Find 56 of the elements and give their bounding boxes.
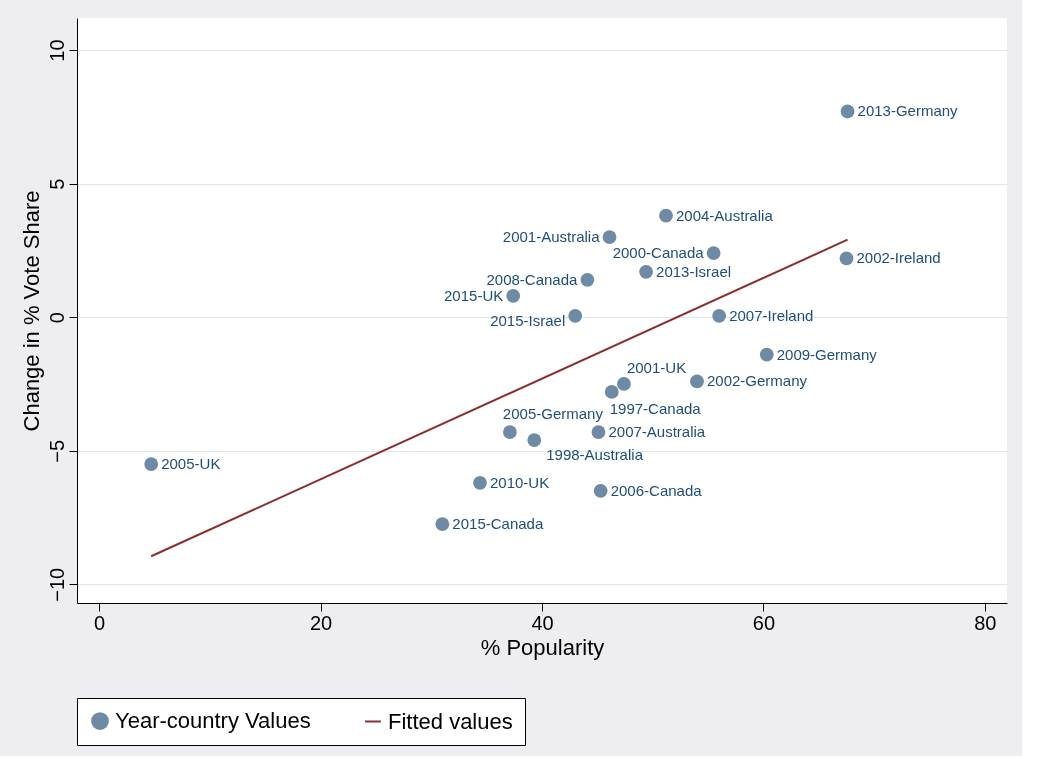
x-tick-label: 40 [531, 611, 554, 634]
annotation: 2002-Germany [707, 372, 808, 390]
annotation: 2010-UK [490, 473, 550, 491]
point [706, 246, 721, 260]
annotation: 2008-Canada [486, 270, 579, 288]
y-tick-label: −10 [45, 567, 68, 602]
x-tick-label: 60 [752, 611, 776, 634]
point [659, 208, 673, 223]
annotation: 2005-UK [161, 455, 221, 473]
point [712, 308, 727, 323]
point [690, 374, 704, 389]
annotation: 2004-Australia [676, 206, 774, 224]
legend-label: Year-country Values [115, 708, 311, 734]
annotation: 1997-Canada [609, 399, 702, 417]
point [591, 425, 606, 439]
point [593, 483, 608, 498]
annotation: 2007-Ireland [729, 306, 814, 324]
y-tick-label: −5 [45, 439, 68, 463]
annotation: 2006-Canada [610, 481, 703, 499]
y-tick-label: 10 [45, 39, 68, 62]
x-tick-label: 80 [974, 611, 997, 634]
y-tick-label: 5 [45, 178, 68, 190]
x-tick-label: 20 [309, 611, 333, 634]
annotation: 2007-Australia [608, 423, 706, 441]
annotation: 2001-UK [626, 358, 687, 376]
legend-label: Fitted values [388, 708, 513, 734]
point [840, 104, 855, 119]
annotation: 2013-Germany [857, 102, 959, 120]
point [144, 457, 159, 471]
point [503, 425, 517, 439]
point [639, 264, 653, 279]
annotation: 2013-Israel [656, 262, 732, 280]
annotation: 2015-UK [444, 286, 504, 304]
x-axis-title: % Popularity [480, 634, 605, 660]
point [568, 308, 583, 323]
y-axis-title: Change in % Vote Share [18, 190, 44, 432]
point [527, 433, 542, 447]
point [580, 272, 595, 287]
annotation: 2005-Germany [502, 405, 604, 423]
annotation: 2001-Australia [502, 228, 601, 246]
x-tick-label: 0 [94, 611, 106, 634]
annotation: 2015-Israel [490, 311, 566, 329]
y-tick-label: 0 [45, 312, 68, 324]
point [473, 475, 487, 490]
annotation: 2009-Germany [776, 345, 878, 363]
annotation: 2000-Canada [612, 244, 705, 262]
point [839, 251, 854, 266]
annotation: 2015-Canada [452, 515, 544, 533]
point [602, 230, 617, 244]
point [759, 347, 774, 362]
annotation: 2002-Ireland [856, 249, 941, 267]
point [506, 288, 521, 303]
point [435, 517, 450, 532]
point [617, 377, 631, 391]
annotation: 1998-Australia [546, 446, 644, 464]
point [604, 385, 619, 399]
